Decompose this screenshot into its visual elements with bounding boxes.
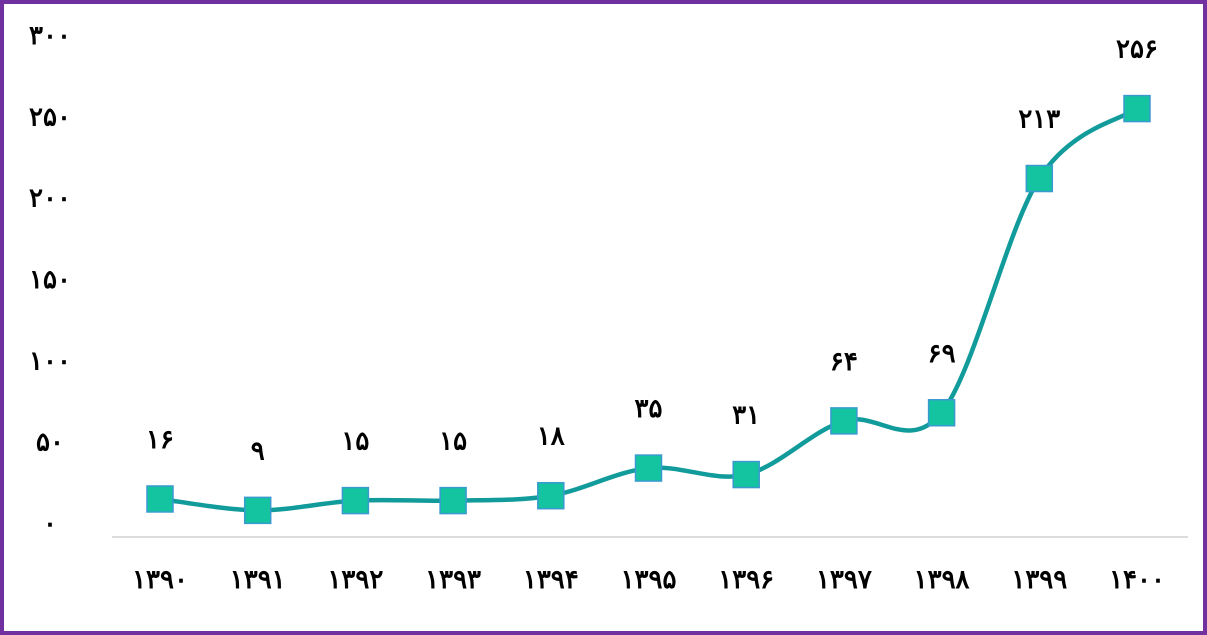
data-label: ۳۵ [635, 394, 663, 424]
marker [537, 481, 565, 510]
marker [146, 485, 174, 513]
data-label: ۲۵۶ [1116, 35, 1158, 65]
marker [341, 486, 370, 515]
marker [439, 486, 467, 515]
x-tick-label: ۱۳۹۲ [327, 565, 383, 595]
y-tick-label: ۵۰ [36, 428, 64, 458]
marker [1025, 164, 1054, 193]
x-tick-label: ۱۴۰۰ [1109, 565, 1165, 595]
x-tick-label: ۱۳۹۹ [1011, 565, 1067, 595]
y-tick-label: ۱۰۰ [29, 346, 71, 376]
x-tick-label: ۱۳۹۸ [914, 565, 970, 595]
x-tick-label: ۱۳۹۷ [816, 565, 872, 595]
data-label: ۳۱ [732, 401, 760, 431]
x-tick-label: ۱۳۹۴ [523, 565, 579, 595]
data-label: ۶۴ [830, 347, 858, 377]
y-tick-label: ۲۵۰ [29, 102, 71, 132]
marker [732, 460, 760, 489]
data-label: ۱۵ [439, 427, 467, 457]
data-label: ۶۹ [928, 339, 956, 369]
data-label: ۱۵ [341, 427, 369, 457]
x-tick-label: ۱۳۹۳ [425, 565, 481, 595]
x-tick-label: ۱۳۹۰ [132, 565, 188, 595]
data-label: ۱۶ [146, 425, 174, 455]
y-tick-label: ۰ [43, 509, 57, 539]
marker [243, 496, 272, 525]
x-tick-label: ۱۳۹۶ [718, 565, 774, 595]
y-tick-label: ۱۵۰ [29, 265, 71, 295]
data-label: ۲۱۳ [1018, 105, 1060, 135]
x-tick-label: ۱۳۹۵ [621, 565, 677, 595]
y-tick-label: ۳۰۰ [29, 21, 71, 51]
marker [830, 407, 858, 435]
marker [927, 399, 956, 427]
data-label: ۱۸ [537, 422, 565, 452]
marker [634, 454, 663, 482]
x-tick-label: ۱۳۹۱ [230, 565, 286, 595]
data-label: ۹ [251, 436, 265, 466]
marker [1123, 94, 1151, 123]
y-tick-label: ۲۰۰ [29, 184, 71, 214]
